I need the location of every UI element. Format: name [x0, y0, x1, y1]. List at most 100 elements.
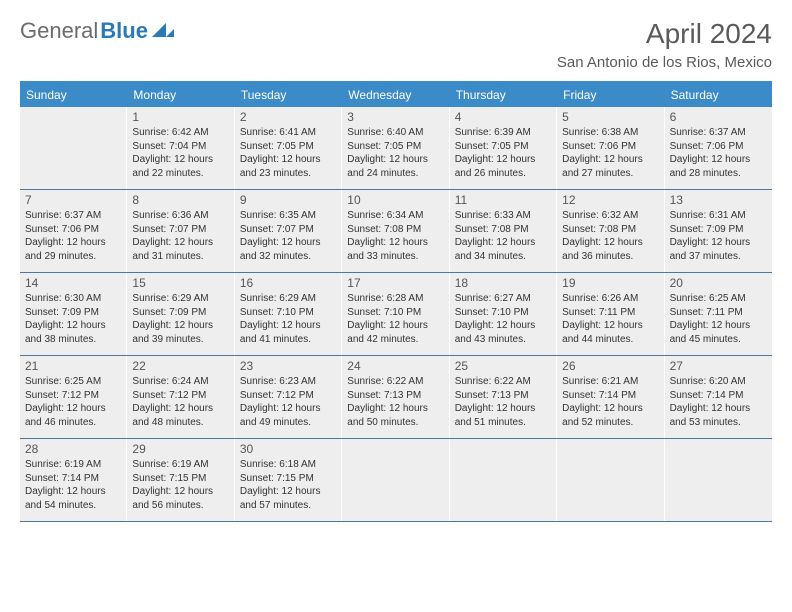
day-number: 6 [670, 110, 767, 124]
day-info: Sunrise: 6:28 AMSunset: 7:10 PMDaylight:… [347, 292, 443, 346]
location: San Antonio de los Rios, Mexico [557, 54, 772, 71]
day-number: 14 [25, 276, 121, 290]
day-info: Sunrise: 6:25 AMSunset: 7:12 PMDaylight:… [25, 375, 121, 429]
week-row: 14 Sunrise: 6:30 AMSunset: 7:09 PMDayligh… [20, 273, 772, 356]
day-info: Sunrise: 6:29 AMSunset: 7:09 PMDaylight:… [132, 292, 228, 346]
day-cell: 19 Sunrise: 6:26 AMSunset: 7:11 PMDayligh… [557, 273, 664, 355]
day-cell: 4 Sunrise: 6:39 AMSunset: 7:05 PMDaylight… [450, 107, 557, 189]
day-cell: 1 Sunrise: 6:42 AMSunset: 7:04 PMDaylight… [127, 107, 234, 189]
week-row: 28 Sunrise: 6:19 AMSunset: 7:14 PMDayligh… [20, 439, 772, 522]
day-number: 24 [347, 359, 443, 373]
day-number: 25 [455, 359, 551, 373]
day-info: Sunrise: 6:36 AMSunset: 7:07 PMDaylight:… [132, 209, 228, 263]
header: GeneralBlue April 2024 San Antonio de lo… [20, 18, 772, 71]
day-info: Sunrise: 6:37 AMSunset: 7:06 PMDaylight:… [670, 126, 767, 180]
day-info: Sunrise: 6:22 AMSunset: 7:13 PMDaylight:… [347, 375, 443, 429]
day-number: 9 [240, 193, 336, 207]
day-cell: 22 Sunrise: 6:24 AMSunset: 7:12 PMDayligh… [127, 356, 234, 438]
day-number: 4 [455, 110, 551, 124]
day-info: Sunrise: 6:30 AMSunset: 7:09 PMDaylight:… [25, 292, 121, 346]
day-info: Sunrise: 6:41 AMSunset: 7:05 PMDaylight:… [240, 126, 336, 180]
day-of-week: Monday [127, 83, 234, 107]
day-number: 28 [25, 442, 121, 456]
day-info: Sunrise: 6:37 AMSunset: 7:06 PMDaylight:… [25, 209, 121, 263]
day-info: Sunrise: 6:24 AMSunset: 7:12 PMDaylight:… [132, 375, 228, 429]
day-number: 20 [670, 276, 767, 290]
day-cell: 9 Sunrise: 6:35 AMSunset: 7:07 PMDaylight… [235, 190, 342, 272]
day-cell: 20Sunrise: 6:25 AMSunset: 7:11 PMDayligh… [665, 273, 772, 355]
day-cell: 5 Sunrise: 6:38 AMSunset: 7:06 PMDaylight… [557, 107, 664, 189]
day-number: 13 [670, 193, 767, 207]
day-cell: 3 Sunrise: 6:40 AMSunset: 7:05 PMDaylight… [342, 107, 449, 189]
day-of-week: Tuesday [235, 83, 342, 107]
day-cell: 24 Sunrise: 6:22 AMSunset: 7:13 PMDayligh… [342, 356, 449, 438]
day-info: Sunrise: 6:35 AMSunset: 7:07 PMDaylight:… [240, 209, 336, 263]
day-cell: 23 Sunrise: 6:23 AMSunset: 7:12 PMDayligh… [235, 356, 342, 438]
day-cell: 21 Sunrise: 6:25 AMSunset: 7:12 PMDayligh… [20, 356, 127, 438]
day-info: Sunrise: 6:31 AMSunset: 7:09 PMDaylight:… [670, 209, 767, 263]
day-number: 16 [240, 276, 336, 290]
day-info: Sunrise: 6:39 AMSunset: 7:05 PMDaylight:… [455, 126, 551, 180]
day-number: 29 [132, 442, 228, 456]
week-row: 7Sunrise: 6:37 AMSunset: 7:06 PMDaylight… [20, 190, 772, 273]
week-row: 1 Sunrise: 6:42 AMSunset: 7:04 PMDaylight… [20, 107, 772, 190]
logo-text-2: Blue [100, 18, 148, 44]
day-number: 19 [562, 276, 658, 290]
calendar: SundayMondayTuesdayWednesdayThursdayFrid… [20, 81, 772, 522]
day-number: 12 [562, 193, 658, 207]
day-info: Sunrise: 6:38 AMSunset: 7:06 PMDaylight:… [562, 126, 658, 180]
day-of-week: Friday [557, 83, 664, 107]
day-cell: 28 Sunrise: 6:19 AMSunset: 7:14 PMDayligh… [20, 439, 127, 521]
day-number: 11 [455, 193, 551, 207]
day-info: Sunrise: 6:26 AMSunset: 7:11 PMDaylight:… [562, 292, 658, 346]
day-number: 17 [347, 276, 443, 290]
day-info: Sunrise: 6:27 AMSunset: 7:10 PMDaylight:… [455, 292, 551, 346]
day-cell: 7Sunrise: 6:37 AMSunset: 7:06 PMDaylight… [20, 190, 127, 272]
day-info: Sunrise: 6:42 AMSunset: 7:04 PMDaylight:… [132, 126, 228, 180]
day-cell: 15 Sunrise: 6:29 AMSunset: 7:09 PMDayligh… [127, 273, 234, 355]
day-number: 5 [562, 110, 658, 124]
weeks-container: 1 Sunrise: 6:42 AMSunset: 7:04 PMDaylight… [20, 107, 772, 522]
day-info: Sunrise: 6:19 AMSunset: 7:14 PMDaylight:… [25, 458, 121, 512]
day-number: 2 [240, 110, 336, 124]
day-of-week-row: SundayMondayTuesdayWednesdayThursdayFrid… [20, 83, 772, 107]
logo-text-1: General [20, 18, 98, 44]
day-cell: 10Sunrise: 6:34 AMSunset: 7:08 PMDayligh… [342, 190, 449, 272]
day-number: 15 [132, 276, 228, 290]
day-cell: 6 Sunrise: 6:37 AMSunset: 7:06 PMDaylight… [665, 107, 772, 189]
week-row: 21 Sunrise: 6:25 AMSunset: 7:12 PMDayligh… [20, 356, 772, 439]
day-cell: 8 Sunrise: 6:36 AMSunset: 7:07 PMDaylight… [127, 190, 234, 272]
day-of-week: Thursday [450, 83, 557, 107]
day-cell: 12 Sunrise: 6:32 AMSunset: 7:08 PMDayligh… [557, 190, 664, 272]
day-number: 26 [562, 359, 658, 373]
day-number: 23 [240, 359, 336, 373]
day-number: 27 [670, 359, 767, 373]
logo: GeneralBlue [20, 18, 174, 44]
day-info: Sunrise: 6:19 AMSunset: 7:15 PMDaylight:… [132, 458, 228, 512]
day-info: Sunrise: 6:32 AMSunset: 7:08 PMDaylight:… [562, 209, 658, 263]
day-info: Sunrise: 6:18 AMSunset: 7:15 PMDaylight:… [240, 458, 336, 512]
day-number: 30 [240, 442, 336, 456]
empty-cell [557, 439, 664, 521]
empty-cell [342, 439, 449, 521]
day-number: 22 [132, 359, 228, 373]
day-number: 21 [25, 359, 121, 373]
day-number: 1 [132, 110, 228, 124]
title-block: April 2024 San Antonio de los Rios, Mexi… [557, 18, 772, 71]
day-info: Sunrise: 6:40 AMSunset: 7:05 PMDaylight:… [347, 126, 443, 180]
day-of-week: Saturday [665, 83, 772, 107]
day-cell: 29 Sunrise: 6:19 AMSunset: 7:15 PMDayligh… [127, 439, 234, 521]
day-info: Sunrise: 6:33 AMSunset: 7:08 PMDaylight:… [455, 209, 551, 263]
day-info: Sunrise: 6:21 AMSunset: 7:14 PMDaylight:… [562, 375, 658, 429]
day-cell: 26 Sunrise: 6:21 AMSunset: 7:14 PMDayligh… [557, 356, 664, 438]
day-cell: 30 Sunrise: 6:18 AMSunset: 7:15 PMDayligh… [235, 439, 342, 521]
day-cell: 2 Sunrise: 6:41 AMSunset: 7:05 PMDaylight… [235, 107, 342, 189]
day-number: 3 [347, 110, 443, 124]
month-title: April 2024 [557, 18, 772, 50]
day-info: Sunrise: 6:34 AMSunset: 7:08 PMDaylight:… [347, 209, 443, 263]
day-info: Sunrise: 6:23 AMSunset: 7:12 PMDaylight:… [240, 375, 336, 429]
day-of-week: Wednesday [342, 83, 449, 107]
day-number: 8 [132, 193, 228, 207]
day-cell: 25Sunrise: 6:22 AMSunset: 7:13 PMDayligh… [450, 356, 557, 438]
day-info: Sunrise: 6:29 AMSunset: 7:10 PMDaylight:… [240, 292, 336, 346]
